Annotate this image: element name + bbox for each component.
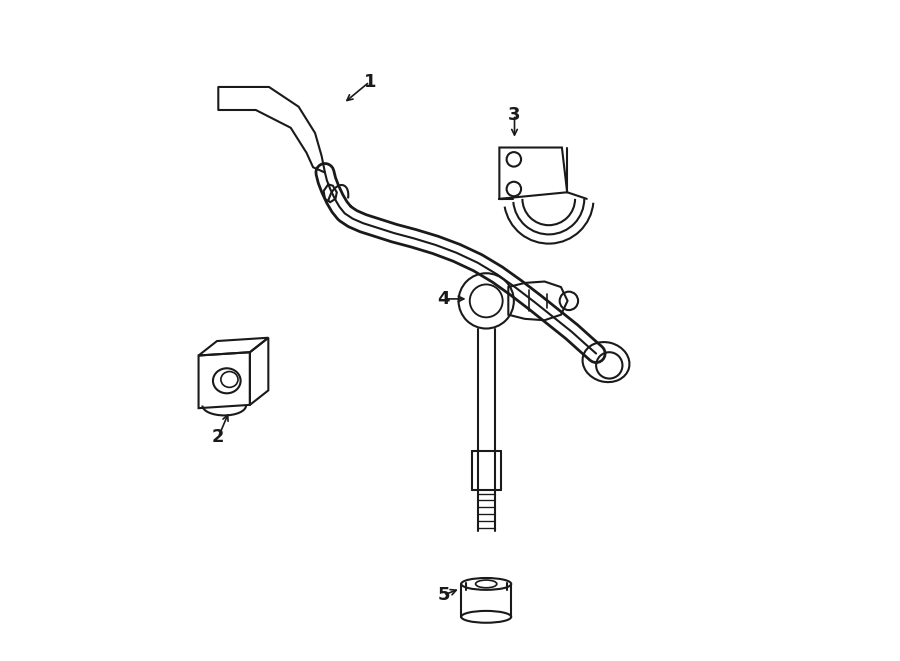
Text: 2: 2 bbox=[212, 428, 225, 446]
Text: 3: 3 bbox=[508, 106, 521, 124]
Text: 5: 5 bbox=[437, 586, 450, 604]
Text: 1: 1 bbox=[364, 73, 376, 91]
Text: 4: 4 bbox=[437, 290, 450, 308]
